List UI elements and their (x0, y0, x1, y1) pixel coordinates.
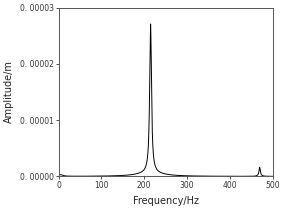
X-axis label: Frequency/Hz: Frequency/Hz (133, 196, 199, 206)
Y-axis label: Amplitude/m: Amplitude/m (4, 61, 14, 123)
